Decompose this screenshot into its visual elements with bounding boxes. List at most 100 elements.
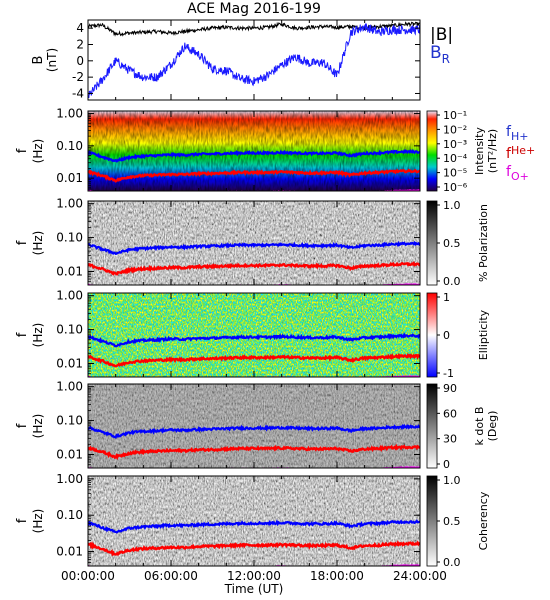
x-axis: 00:00:00 06:00:00 12:00:00 18:00:00 24:00:00 <box>61 20 447 583</box>
colorbar-tick-label: 0.5 <box>443 515 461 528</box>
colorbar-tick-label: 10⁻¹ <box>443 109 467 122</box>
series-line-f-hplus <box>88 332 420 348</box>
colorbar-tick-label: 0.0 <box>443 275 461 288</box>
freq-axis-label: f <box>15 518 30 523</box>
colorbar-tick-label: 1.0 <box>443 474 461 487</box>
colorbar-tick-label: 1.0 <box>443 199 461 212</box>
freq-tick-label: 0.01 <box>56 171 83 185</box>
colorbar-ellipticity-bar <box>426 292 438 378</box>
series-line-total-field <box>88 21 420 37</box>
kdotb-shade <box>88 384 420 468</box>
legend-radial-field: BR <box>430 43 450 66</box>
freq-tick-label: 0.10 <box>56 323 83 337</box>
panel1-ytick-label: 0 <box>76 54 84 68</box>
panel-k-dot-b <box>87 383 421 469</box>
colorbar-tick-label: 10⁻² <box>443 123 467 136</box>
freq-axis-unit: (Hz) <box>31 139 45 164</box>
colorbar-tick-label: 10⁻⁴ <box>443 152 468 165</box>
colorbar-kdotb <box>426 383 438 469</box>
colorbar-intensity-bar <box>426 110 438 192</box>
colorbar-tick-label: 10⁻⁶ <box>443 181 468 194</box>
panel-coherency <box>87 475 421 567</box>
freq-tick-label: 0.10 <box>56 139 83 153</box>
colorbar-label: Coherency <box>477 491 490 550</box>
colorbar-label: % Polarization <box>477 204 490 282</box>
series-line-f-hplus <box>88 148 420 163</box>
colorbar-label-unit: (Deg) <box>486 411 499 442</box>
freq-tick-label: 1.00 <box>56 472 83 486</box>
panel-ellipticity <box>87 292 421 378</box>
colorbar-coherency <box>426 475 438 567</box>
colorbar-label-unit: (nT²/Hz) <box>486 129 499 173</box>
colorbar-tick-label: 0.5 <box>443 237 461 250</box>
panel1-ytick-label: -4 <box>72 86 84 100</box>
colorbar-ellipticity <box>426 292 438 378</box>
polarization-spectrogram <box>88 201 420 285</box>
x-tick-label: 18:00:00 <box>310 569 364 583</box>
series-line-f-hplus <box>88 423 420 439</box>
freq-tick-label: 0.10 <box>56 508 83 522</box>
panel-polarization <box>87 200 421 286</box>
series-line-f-hplus <box>88 519 420 534</box>
freq-axis-label: f <box>15 240 30 245</box>
x-tick-label: 12:00:00 <box>227 569 281 583</box>
freq-tick-label: 0.10 <box>56 414 83 428</box>
panel-intensity <box>87 110 421 192</box>
freq-axis-unit: (Hz) <box>31 414 45 439</box>
panel-magnetic-field: 4 2 0 -2 -4 B (nT) |B| BR <box>31 19 453 101</box>
freq-tick-label: 1.00 <box>56 197 83 211</box>
gyro-legend: fH+ fHe+ fO+ <box>506 124 535 183</box>
x-axis-label: Time (UT) <box>224 582 284 596</box>
colorbar-polarization-bar <box>426 200 438 286</box>
coherency-spectrogram <box>88 476 420 566</box>
colorbar-tick-label: 10⁻⁵ <box>443 167 467 180</box>
ellipticity-spectrogram <box>88 293 420 377</box>
colorbar-ticks: 10⁻¹10⁻² 10⁻³10⁻⁴ 10⁻⁵10⁻⁶ Intensity (nT²/Hz… <box>437 109 499 569</box>
colorbar-tick-label: 0.0 <box>443 556 461 569</box>
freq-axis-label: f <box>15 423 30 428</box>
legend-f-he: fHe+ <box>506 144 535 162</box>
colorbar-tick-label: 10⁻³ <box>443 138 467 151</box>
series-line-f-hplus <box>88 240 420 255</box>
colorbar-coherency-bar <box>426 475 438 567</box>
freq-tick-label: 1.00 <box>56 380 83 394</box>
freq-axis-label: f <box>15 148 30 153</box>
series-line-f-heplus <box>88 168 420 183</box>
panel1-ylabel: B <box>31 56 46 65</box>
freq-tick-label: 0.01 <box>56 265 83 279</box>
freq-tick-label: 0.01 <box>56 357 83 371</box>
series-line-f-heplus <box>88 260 420 276</box>
freq-axis-unit: (Hz) <box>31 323 45 348</box>
x-tick-label: 24:00:00 <box>393 569 447 583</box>
freq-tick-label: 0.01 <box>56 448 83 462</box>
series-line-f-heplus <box>88 352 420 368</box>
colorbar-intensity <box>426 110 438 192</box>
series-line-f-heplus <box>88 443 420 461</box>
colorbar-tick-label: 60 <box>443 407 457 420</box>
colorbar-tick-label: 1 <box>443 291 450 304</box>
freq-axis-unit: (Hz) <box>31 231 45 256</box>
colorbar-kdotb-bar <box>426 383 438 469</box>
legend-f-h: fH+ <box>506 124 528 143</box>
x-tick-label: 00:00:00 <box>61 569 115 583</box>
freq-axis-unit: (Hz) <box>31 509 45 534</box>
x-tick-label: 06:00:00 <box>144 569 198 583</box>
freq-tick-label: 0.01 <box>56 545 83 559</box>
freq-tick-label: 0.10 <box>56 231 83 245</box>
freq-axis-label: f <box>15 332 30 337</box>
colorbar-label: Intensity <box>473 127 486 175</box>
colorbar-label: Ellipticity <box>477 309 490 360</box>
frequency-axes: 1.000.100.01f (Hz)1.000.100.01f (Hz)1.000.… <box>15 107 420 567</box>
colorbar-tick-label: 0 <box>443 329 450 342</box>
figure-title: ACE Mag 2016-199 <box>187 1 321 17</box>
freq-tick-label: 1.00 <box>56 289 83 303</box>
series-line-radial-field <box>88 23 420 98</box>
intensity-texture <box>88 111 420 191</box>
colorbar-tick-label: -1 <box>443 367 454 380</box>
colorbar-tick-label: 0 <box>443 458 450 471</box>
panel1-ytick-label: 4 <box>76 21 84 35</box>
spectral-panels <box>87 110 421 567</box>
legend-f-o: fO+ <box>506 164 529 183</box>
panel1-y-axis: 4 2 0 -2 -4 <box>72 21 420 100</box>
